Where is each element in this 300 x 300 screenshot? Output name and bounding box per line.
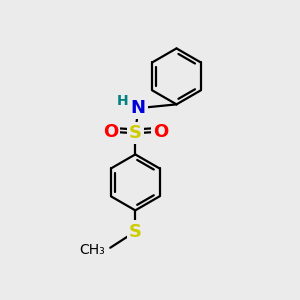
- Text: N: N: [131, 99, 146, 117]
- Text: CH₃: CH₃: [79, 243, 105, 257]
- Text: S: S: [129, 124, 142, 142]
- Text: S: S: [129, 223, 142, 241]
- Text: O: O: [153, 123, 168, 141]
- Text: O: O: [103, 123, 118, 141]
- Text: H: H: [117, 94, 129, 108]
